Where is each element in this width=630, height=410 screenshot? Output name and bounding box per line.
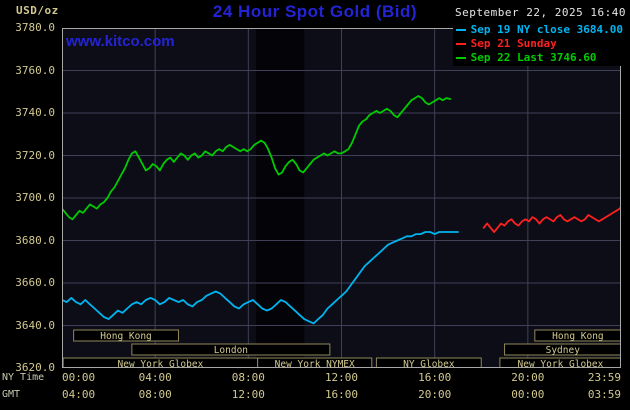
y-tick-label: 3700.0 <box>15 191 55 204</box>
y-tick-label: 3620.0 <box>15 361 55 374</box>
y-axis-unit-label: USD/oz <box>16 4 59 17</box>
x-tick-label: 16:00 <box>418 371 452 384</box>
y-tick-label: 3660.0 <box>15 276 55 289</box>
x-tick-label: 04:00 <box>62 388 96 401</box>
session-box <box>257 357 373 368</box>
legend-item-sep19: Sep 19 NY close 3684.00 <box>455 23 623 37</box>
x-tick-label: 00:00 <box>511 388 545 401</box>
legend-label: Sep 21 Sunday <box>470 37 557 50</box>
session-label: Sydney <box>546 345 581 356</box>
session-label: Hong Kong <box>552 331 603 342</box>
legend-dash-icon <box>455 29 466 31</box>
y-tick-label: 3780.0 <box>15 21 55 34</box>
x-tick-label: 00:00 <box>62 371 96 384</box>
x-tick-label: 20:00 <box>418 388 452 401</box>
legend-item-sep21: Sep 21 Sunday <box>455 37 623 51</box>
session-box <box>375 357 482 368</box>
legend-dash-icon <box>455 57 466 59</box>
y-tick-label: 3740.0 <box>15 106 55 119</box>
x-tick-label: 16:00 <box>324 388 359 401</box>
legend-dash-icon <box>455 43 466 45</box>
x-axis-gmt-ticks: 04:00 08:00 12:00 16:00 20:00 00:00 03:59 <box>62 388 621 401</box>
x-axis-gmt-label: GMT <box>2 389 21 400</box>
x-tick-label: 08:00 <box>138 388 172 401</box>
series-line-1 <box>482 205 621 233</box>
plot-border <box>62 28 621 368</box>
session-box <box>131 343 331 356</box>
session-label: Hong Kong <box>100 331 151 342</box>
session-label: New York NYMEX <box>275 359 355 368</box>
legend: Sep 19 NY close 3684.00 Sep 21 Sunday Se… <box>452 22 626 66</box>
x-tick-label: 20:00 <box>511 371 545 384</box>
x-axis-ny-time-label: NY Time <box>2 372 45 383</box>
y-tick-label: 3680.0 <box>15 233 55 247</box>
session-box <box>73 329 179 342</box>
session-box <box>499 357 621 368</box>
session-label: New York Globex <box>518 359 604 368</box>
session-label: NY Globex <box>403 359 455 368</box>
y-tick-label: 3760.0 <box>15 63 55 77</box>
series-line-0 <box>62 231 459 325</box>
legend-label: Sep 22 Last 3746.60 <box>470 51 597 64</box>
series-line-2 <box>62 95 452 221</box>
x-axis-ny-ticks: 00:00 04:00 08:00 12:00 16:00 20:00 23:59 <box>62 371 621 384</box>
x-tick-label: 23:59 <box>587 371 621 384</box>
session-box <box>534 329 621 342</box>
chart-title: 24 Hour Spot Gold (Bid) <box>212 2 418 21</box>
session-label: New York Globex <box>118 359 204 368</box>
x-tick-label: 04:00 <box>138 371 172 384</box>
x-tick-label: 03:59 <box>587 388 621 401</box>
legend-label: Sep 19 NY close 3684.00 <box>470 23 623 36</box>
y-tick-label: 3720.0 <box>15 148 55 162</box>
x-tick-label: 12:00 <box>324 371 359 384</box>
x-tick-label: 12:00 <box>231 388 265 401</box>
kitco-watermark-link[interactable]: www.kitco.com <box>66 33 175 50</box>
chart-datetime: September 22, 2025 16:40 <box>455 6 626 19</box>
x-tick-label: 08:00 <box>231 371 265 384</box>
session-label: London <box>214 345 248 356</box>
y-axis-labels: 3780.0 3760.0 3740.0 3720.0 3700.0 3680.0 3660… <box>0 0 58 410</box>
legend-item-sep22: Sep 22 Last 3746.60 <box>455 51 623 65</box>
gold-price-chart: Hong Kong Hong Kong London Sydney New York G… <box>62 28 621 368</box>
y-tick-label: 3640.0 <box>15 318 55 332</box>
